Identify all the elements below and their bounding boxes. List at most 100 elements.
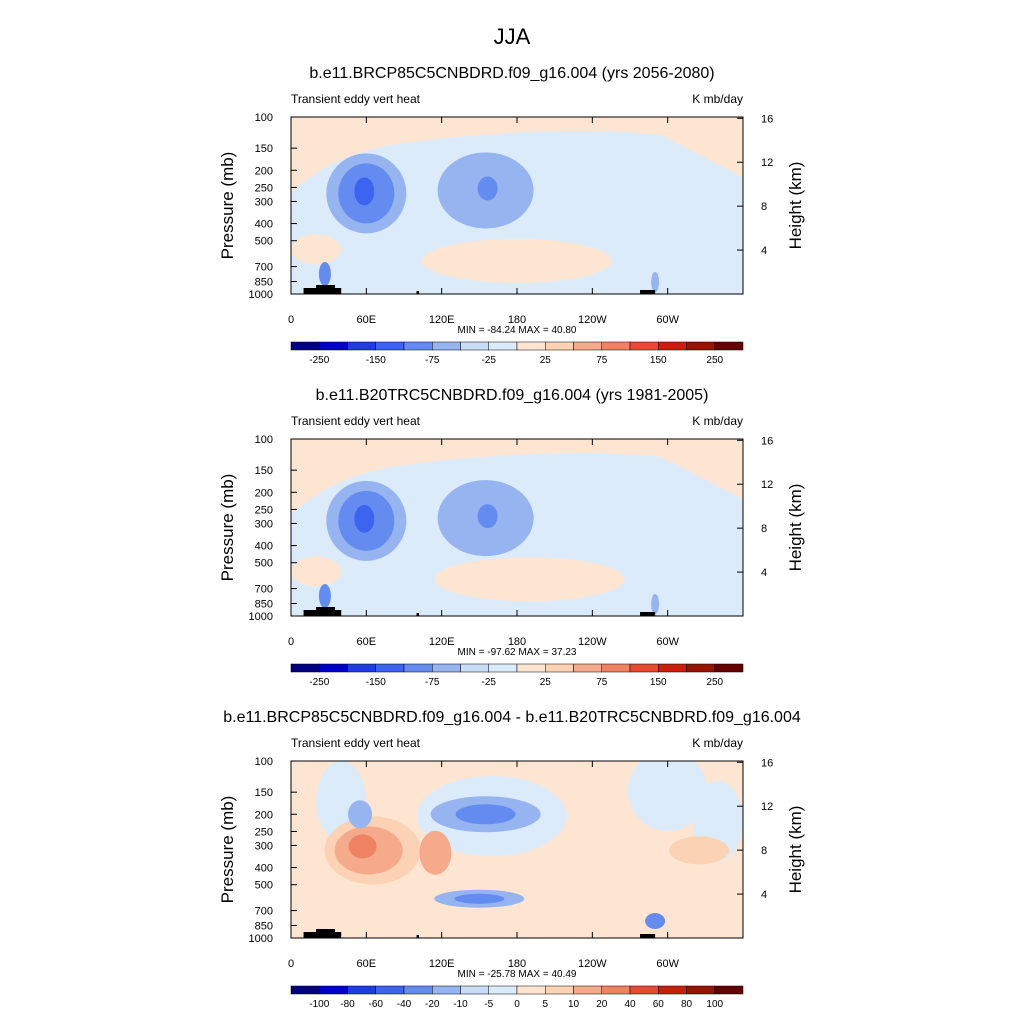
y-tick-label: 850 xyxy=(255,277,273,289)
colorbar-swatch xyxy=(629,663,659,673)
negative-feature-core xyxy=(454,893,505,904)
y-right-tick-label: 12 xyxy=(761,801,773,813)
contour-field xyxy=(291,761,743,938)
colorbar-label: -5 xyxy=(484,999,493,1010)
positive-feature xyxy=(291,556,342,587)
colorbar-swatch xyxy=(658,341,687,351)
colorbar-swatch xyxy=(432,985,461,995)
surface-feature xyxy=(651,272,660,292)
negative-region xyxy=(627,761,708,831)
colorbar-swatch xyxy=(375,341,405,351)
colorbar-swatch xyxy=(658,985,687,995)
terrain xyxy=(640,612,656,616)
y-right-tick-label: 12 xyxy=(761,479,773,491)
right-subtitle: K mb/day xyxy=(692,414,743,428)
x-tick-label: 0 xyxy=(288,958,294,970)
negative-feature-core xyxy=(455,804,516,825)
colorbar-label: -75 xyxy=(425,355,440,366)
y-axis-label: Pressure (mb) xyxy=(218,152,237,260)
panel-title: b.e11.BRCP85C5CNBDRD.f09_g16.004 (yrs 20… xyxy=(309,65,714,82)
colorbar-swatch xyxy=(432,341,461,351)
min-max-stats: MIN = -97.62 MAX = 37.23 xyxy=(458,647,577,658)
x-tick-label: 60E xyxy=(357,314,377,326)
y-tick-label: 400 xyxy=(255,219,273,231)
surface-feature xyxy=(318,262,331,286)
colorbar-label: 100 xyxy=(706,999,723,1010)
min-max-stats: MIN = -84.24 MAX = 40.80 xyxy=(458,325,577,336)
panel-1: b.e11.BRCP85C5CNBDRD.f09_g16.004 (yrs 20… xyxy=(218,65,805,366)
y-axis-label: Pressure (mb) xyxy=(218,474,237,582)
x-tick-label: 60E xyxy=(357,636,377,648)
x-tick-label: 180 xyxy=(508,314,526,326)
y-tick-label: 150 xyxy=(255,465,273,477)
x-tick-label: 180 xyxy=(508,958,526,970)
colorbar-label: -25 xyxy=(482,355,497,366)
colorbar-swatch xyxy=(686,985,715,995)
x-tick-label: 120W xyxy=(578,958,607,970)
x-tick-label: 60W xyxy=(656,636,679,648)
colorbar-swatch xyxy=(375,985,405,995)
y-right-tick-label: 8 xyxy=(761,845,767,857)
colorbar-swatch xyxy=(347,663,376,673)
colorbar-swatch xyxy=(686,341,715,351)
x-tick-label: 60E xyxy=(357,958,377,970)
colorbar-label: 80 xyxy=(681,999,693,1010)
colorbar-swatch xyxy=(488,985,518,995)
y-tick-label: 100 xyxy=(255,112,273,124)
colorbar-swatch xyxy=(573,985,602,995)
colorbar-swatch xyxy=(601,985,631,995)
y-tick-label: 850 xyxy=(255,921,273,933)
x-tick-label: 180 xyxy=(508,636,526,648)
colorbar-swatch xyxy=(601,341,631,351)
colorbar-swatch xyxy=(319,985,348,995)
colorbar-label: 0 xyxy=(514,999,520,1010)
colorbar-swatch xyxy=(545,663,574,673)
y-tick-label: 250 xyxy=(255,504,273,516)
y-right-tick-label: 12 xyxy=(761,157,773,169)
y-tick-label: 300 xyxy=(255,518,273,530)
colorbar-label: -60 xyxy=(369,999,384,1010)
y-axis-label: Pressure (mb) xyxy=(218,796,237,904)
colorbar-swatch xyxy=(573,663,602,673)
contour-field xyxy=(291,439,743,616)
colorbar-swatch xyxy=(403,985,433,995)
y-right-tick-label: 16 xyxy=(761,113,773,125)
colorbar-label: -25 xyxy=(482,677,497,688)
y-tick-label: 1000 xyxy=(249,289,273,301)
colorbar-swatch xyxy=(347,341,376,351)
colorbar-swatch xyxy=(403,663,433,673)
colorbar-label: 60 xyxy=(653,999,665,1010)
colorbar-label: 75 xyxy=(596,677,608,688)
colorbar-label: 25 xyxy=(540,677,552,688)
y-tick-label: 200 xyxy=(255,487,273,499)
y-right-tick-label: 16 xyxy=(761,757,773,769)
x-tick-label: 120W xyxy=(578,314,607,326)
colorbar-swatch xyxy=(545,985,574,995)
colorbar-label: -75 xyxy=(425,677,440,688)
y-tick-label: 500 xyxy=(255,236,273,248)
y-right-tick-label: 8 xyxy=(761,523,767,535)
x-tick-label: 0 xyxy=(288,314,294,326)
colorbar-swatch xyxy=(714,663,744,673)
right-subtitle: K mb/day xyxy=(692,736,743,750)
terrain xyxy=(640,934,656,938)
colorbar-swatch xyxy=(488,341,518,351)
colorbar-label: 250 xyxy=(706,677,723,688)
positive-feature xyxy=(669,836,730,865)
colorbar-swatch xyxy=(516,341,546,351)
colorbar-label: 250 xyxy=(706,355,723,366)
colorbar-swatch xyxy=(601,663,631,673)
colorbar-label: 150 xyxy=(650,677,667,688)
colorbar-swatch xyxy=(714,341,744,351)
colorbar-label: 150 xyxy=(650,355,667,366)
positive-feature xyxy=(434,557,625,602)
panel-3: b.e11.BRCP85C5CNBDRD.f09_g16.004 - b.e11… xyxy=(218,709,805,1010)
x-tick-label: 60W xyxy=(656,958,679,970)
y-tick-label: 250 xyxy=(255,826,273,838)
colorbar-label: -250 xyxy=(309,677,329,688)
colorbar-label: -80 xyxy=(340,999,355,1010)
main-title: JJA xyxy=(494,24,531,49)
colorbar-label: 40 xyxy=(624,999,636,1010)
x-tick-label: 120E xyxy=(429,314,455,326)
y-right-tick-label: 4 xyxy=(761,889,767,901)
